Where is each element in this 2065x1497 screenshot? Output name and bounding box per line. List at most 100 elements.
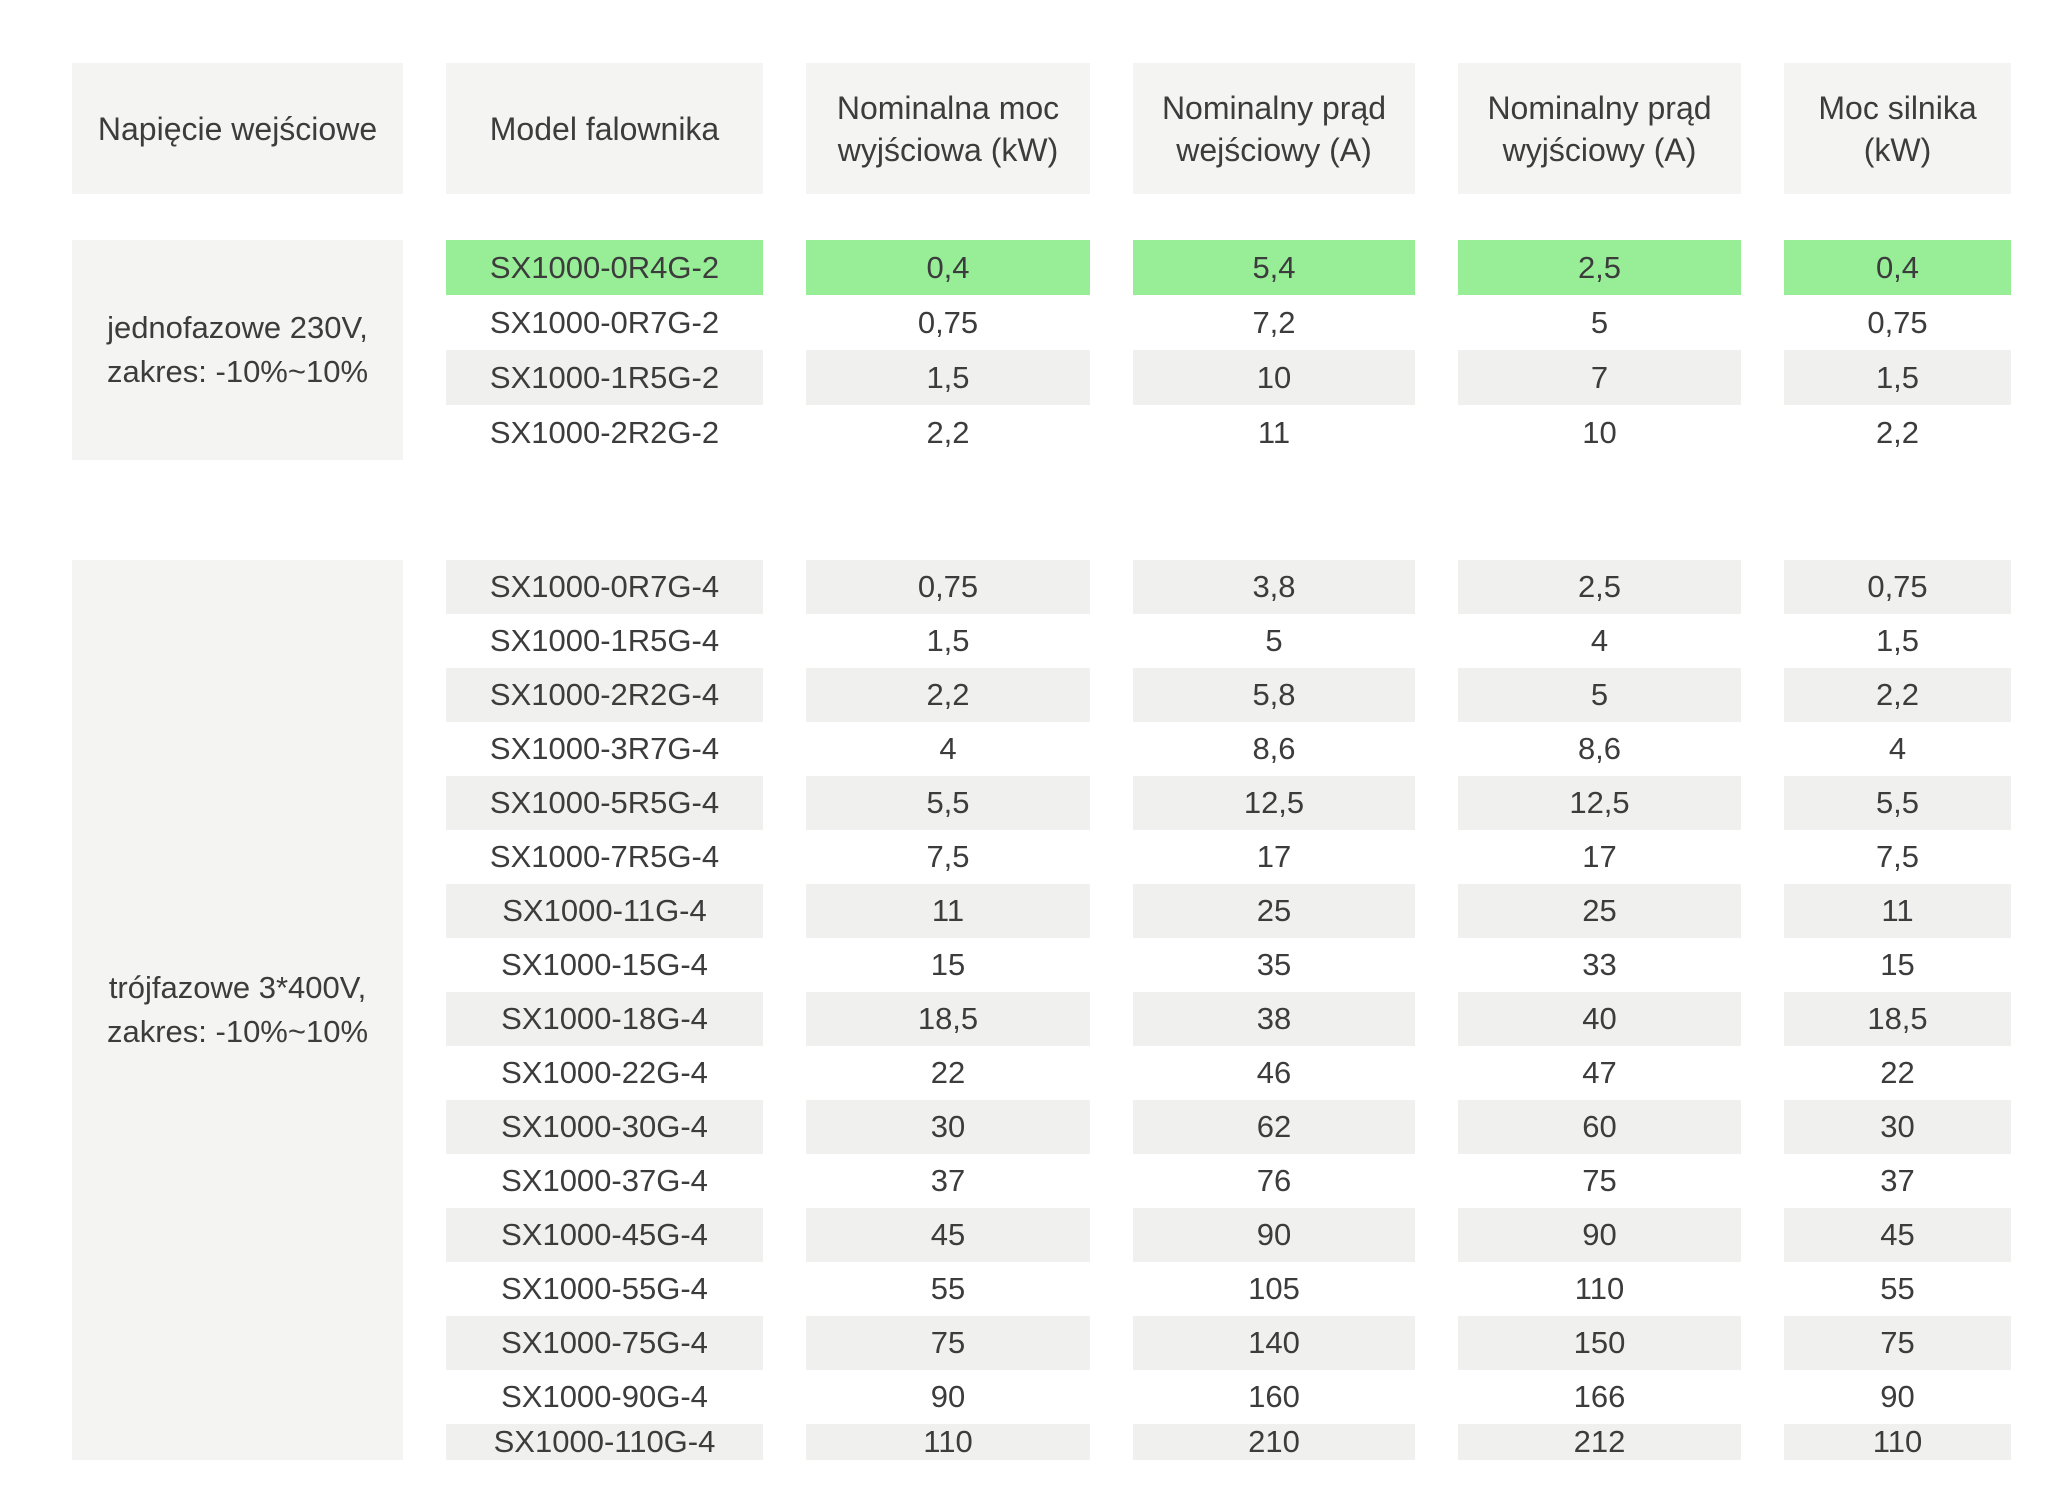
model-cell: SX1000-2R2G-4	[446, 668, 763, 722]
value-cell: 46	[1256, 1055, 1292, 1090]
value-cell: 140	[1133, 1316, 1415, 1370]
value-cell: 12,5	[1458, 776, 1741, 830]
model-cell: SX1000-0R4G-2	[446, 240, 763, 295]
value-cell: 2,2	[1875, 414, 1920, 450]
header-nominal-output-current: Nominalny prąd wyjściowy (A)	[1458, 63, 1741, 194]
value-cell: 160	[1248, 1379, 1300, 1414]
value-cell: 30	[1784, 1100, 2011, 1154]
value-cell: 75	[806, 1316, 1090, 1370]
value-cell: 0,75	[1867, 304, 1928, 340]
value-cell: 110	[806, 1424, 1090, 1460]
value-cell: 4	[939, 731, 957, 766]
value-cell: 55	[930, 1271, 966, 1306]
value-cell: 47	[1582, 1055, 1617, 1090]
value-cell: 37	[1880, 1163, 1915, 1198]
value-cell: 110	[1574, 1271, 1625, 1306]
value-cell: 2,5	[1458, 240, 1741, 295]
value-cell: 166	[1573, 1379, 1626, 1414]
value-cell: 1,5	[1784, 350, 2011, 405]
value-cell: 4	[1888, 731, 1907, 766]
value-cell: 30	[806, 1100, 1090, 1154]
value-cell: 0,75	[806, 560, 1090, 614]
value-cell: 5,4	[1133, 240, 1415, 295]
model-cell: SX1000-90G-4	[501, 1379, 708, 1414]
model-cell: SX1000-1R5G-4	[489, 623, 720, 658]
value-cell: 210	[1133, 1424, 1415, 1460]
model-cell: SX1000-75G-4	[446, 1316, 763, 1370]
value-cell: 45	[1784, 1208, 2011, 1262]
value-cell: 60	[1458, 1100, 1741, 1154]
group-label-three-phase: trójfazowe 3*400V, zakres: -10%~10%	[72, 560, 403, 1460]
value-cell: 75	[1582, 1163, 1617, 1198]
value-cell: 2,2	[1784, 668, 2011, 722]
group-label-line: trójfazowe 3*400V,	[108, 970, 367, 1005]
model-cell: SX1000-7R5G-4	[489, 839, 720, 874]
value-cell: 45	[806, 1208, 1090, 1262]
value-cell: 0,4	[1784, 240, 2011, 295]
value-cell: 2,2	[806, 668, 1090, 722]
model-cell: SX1000-55G-4	[501, 1271, 708, 1306]
value-cell: 5,8	[1133, 668, 1415, 722]
value-cell: 7,2	[1252, 304, 1296, 340]
value-cell: 10	[1582, 414, 1617, 450]
value-cell: 15	[1880, 947, 1915, 982]
value-cell: 22	[930, 1055, 966, 1090]
value-cell: 4	[1590, 623, 1609, 658]
value-cell: 7,5	[926, 839, 970, 874]
model-cell: SX1000-1R5G-2	[446, 350, 763, 405]
header-nominal-input-current: Nominalny prąd wejściowy (A)	[1133, 63, 1415, 194]
value-cell: 25	[1458, 884, 1741, 938]
model-cell: SX1000-0R7G-4	[446, 560, 763, 614]
value-cell: 110	[1784, 1424, 2011, 1460]
header-input-voltage: Napięcie wejściowe	[72, 63, 403, 194]
value-cell: 18,5	[1784, 992, 2011, 1046]
value-cell: 3,8	[1133, 560, 1415, 614]
value-cell: 7	[1458, 350, 1741, 405]
model-cell: SX1000-5R5G-4	[446, 776, 763, 830]
value-cell: 5	[1265, 623, 1283, 658]
value-cell: 11	[806, 884, 1090, 938]
inverter-spec-table: Napięcie wejściowe Model falownika Nomin…	[72, 63, 2011, 1460]
value-cell: 38	[1133, 992, 1415, 1046]
value-cell: 90	[1458, 1208, 1741, 1262]
value-cell: 0,75	[917, 304, 979, 340]
model-cell: SX1000-0R7G-2	[489, 304, 720, 340]
value-cell: 5	[1590, 304, 1609, 340]
value-cell: 5,5	[806, 776, 1090, 830]
value-cell: 40	[1458, 992, 1741, 1046]
value-cell: 90	[1133, 1208, 1415, 1262]
model-cell: SX1000-37G-4	[501, 1163, 708, 1198]
value-cell: 15	[930, 947, 966, 982]
value-cell: 0,75	[1784, 560, 2011, 614]
model-cell: SX1000-2R2G-2	[489, 414, 720, 450]
value-cell: 12,5	[1133, 776, 1415, 830]
header-motor-power: Moc silnika (kW)	[1784, 63, 2011, 194]
value-cell: 5	[1458, 668, 1741, 722]
value-cell: 1,5	[1875, 623, 1920, 658]
value-cell: 105	[1248, 1271, 1300, 1306]
value-cell: 2,2	[926, 414, 970, 450]
value-cell: 33	[1582, 947, 1617, 982]
group-label-single-phase: jednofazowe 230V, zakres: -10%~10%	[72, 240, 403, 460]
model-cell: SX1000-30G-4	[446, 1100, 763, 1154]
model-cell: SX1000-110G-4	[446, 1424, 763, 1460]
value-cell: 90	[1880, 1379, 1915, 1414]
value-cell: 22	[1880, 1055, 1915, 1090]
value-cell: 55	[1880, 1271, 1915, 1306]
model-cell: SX1000-45G-4	[446, 1208, 763, 1262]
model-cell: SX1000-3R7G-4	[489, 731, 720, 766]
value-cell: 212	[1458, 1424, 1741, 1460]
value-cell: 62	[1133, 1100, 1415, 1154]
model-cell: SX1000-15G-4	[501, 947, 708, 982]
value-cell: 8,6	[1577, 731, 1622, 766]
value-cell: 2,5	[1458, 560, 1741, 614]
value-cell: 35	[1256, 947, 1292, 982]
value-cell: 1,5	[806, 350, 1090, 405]
model-cell: SX1000-11G-4	[446, 884, 763, 938]
value-cell: 17	[1582, 839, 1617, 874]
value-cell: 75	[1784, 1316, 2011, 1370]
value-cell: 1,5	[926, 623, 970, 658]
value-cell: 5,5	[1784, 776, 2011, 830]
header-nominal-output-power: Nominalna moc wyjściowa (kW)	[806, 63, 1090, 194]
